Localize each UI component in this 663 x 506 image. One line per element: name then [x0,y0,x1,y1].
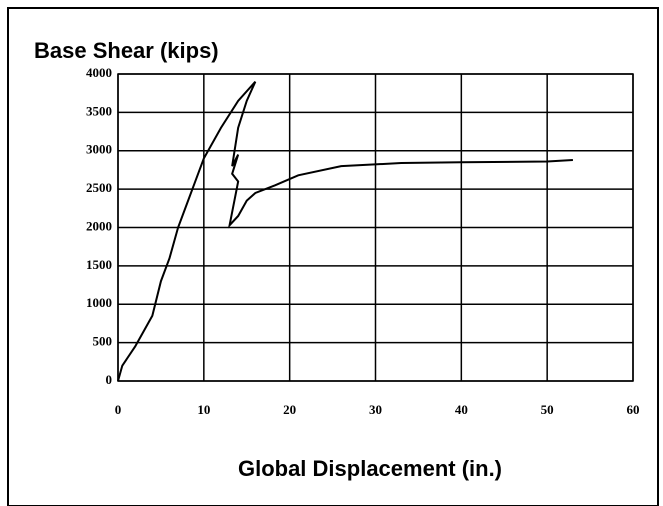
frame [7,7,659,506]
y-tick-label: 4000 [86,65,112,80]
chart-title: Base Shear (kips) [34,38,219,63]
y-tick-label: 500 [93,334,113,349]
y-tick-label: 3000 [86,142,112,157]
x-tick-label: 40 [455,402,468,417]
x-tick-label: 0 [115,402,122,417]
y-tick-label: 2500 [86,180,112,195]
y-tick-label: 2000 [86,218,112,233]
x-axis-label: Global Displacement (in.) [238,456,502,481]
x-tick-label: 50 [541,402,554,417]
data-line [117,81,573,382]
y-tick-label: 3500 [86,103,112,118]
y-tick-label: 0 [106,372,113,387]
x-tick-label: 10 [197,402,210,417]
y-tick-label: 1000 [86,295,112,310]
x-tick-label: 20 [283,402,296,417]
y-tick-label: 1500 [86,257,112,272]
x-tick-label: 30 [369,402,382,417]
x-tick-label: 60 [627,402,640,417]
